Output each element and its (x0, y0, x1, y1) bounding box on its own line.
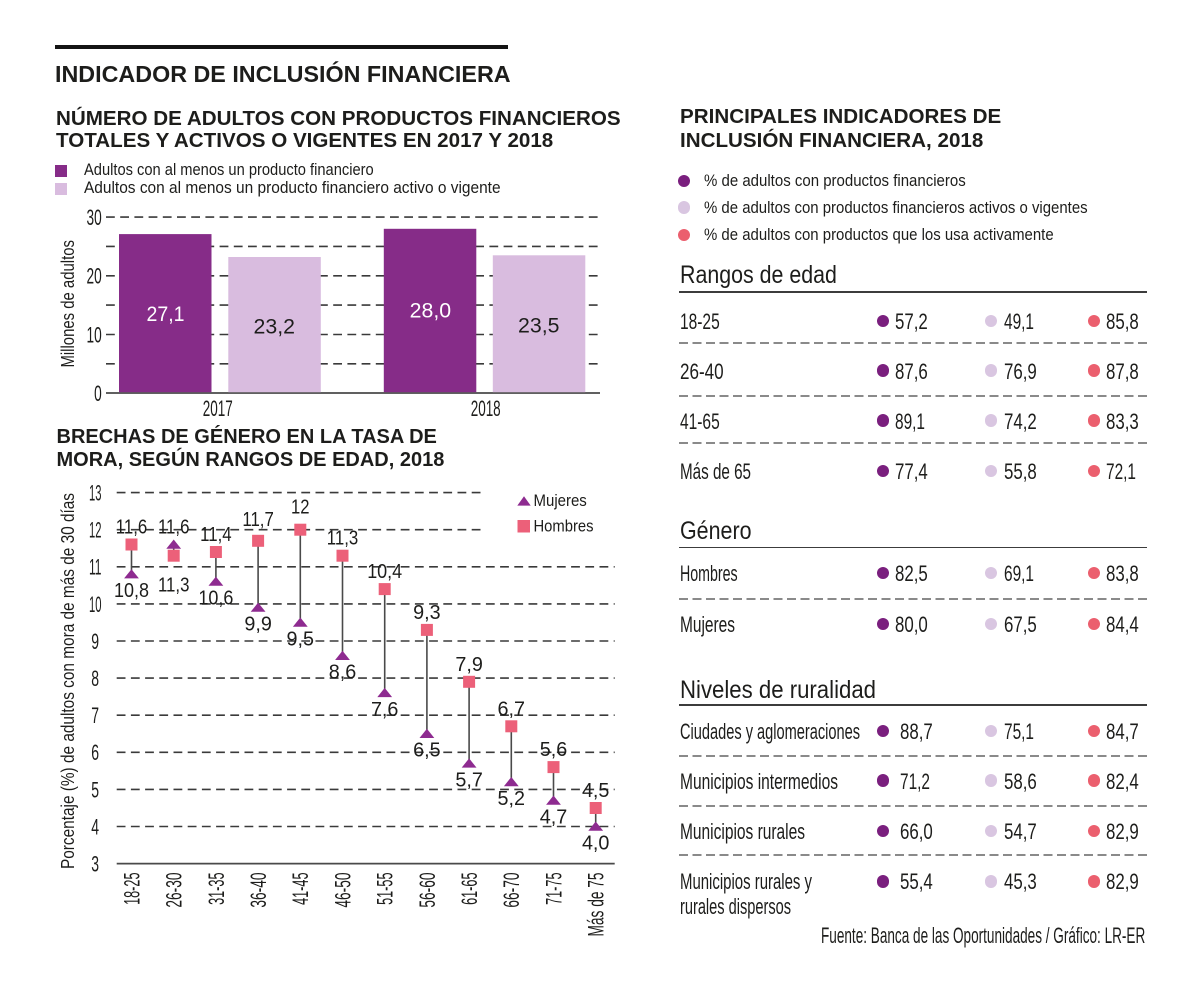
svg-text:5: 5 (91, 777, 99, 802)
svg-text:51-55: 51-55 (373, 873, 398, 905)
svg-text:27,1: 27,1 (147, 302, 185, 326)
svg-text:23,5: 23,5 (518, 313, 560, 337)
svg-text:11,7: 11,7 (242, 509, 274, 531)
svg-text:28,0: 28,0 (410, 298, 452, 322)
svg-text:71-75: 71-75 (541, 873, 566, 905)
svg-text:11,3: 11,3 (327, 528, 359, 550)
svg-text:2017: 2017 (203, 396, 233, 421)
svg-text:46-50: 46-50 (330, 873, 355, 908)
svg-text:4,5: 4,5 (582, 780, 610, 802)
svg-text:8,6: 8,6 (329, 662, 357, 684)
svg-text:12: 12 (291, 497, 310, 519)
svg-text:Millones de adultos: Millones de adultos (58, 240, 78, 368)
svg-text:18-25: 18-25 (119, 873, 144, 905)
svg-text:6: 6 (91, 740, 99, 765)
svg-text:7,9: 7,9 (455, 654, 483, 676)
svg-text:11,6: 11,6 (158, 517, 190, 539)
svg-text:9,3: 9,3 (413, 602, 441, 624)
svg-text:10: 10 (87, 322, 102, 347)
svg-text:5,7: 5,7 (455, 769, 483, 791)
svg-text:6,5: 6,5 (413, 740, 441, 762)
svg-text:11,3: 11,3 (158, 574, 190, 596)
svg-text:23,2: 23,2 (254, 315, 296, 339)
svg-text:7,6: 7,6 (371, 699, 399, 721)
svg-text:4: 4 (91, 814, 99, 839)
svg-text:6,7: 6,7 (498, 698, 526, 720)
svg-text:Hombres: Hombres (534, 518, 594, 536)
svg-text:Más de 75: Más de 75 (584, 873, 609, 937)
svg-text:10,6: 10,6 (198, 588, 233, 610)
svg-text:7: 7 (91, 703, 99, 728)
svg-text:31-35: 31-35 (204, 873, 229, 905)
svg-text:10,8: 10,8 (114, 580, 149, 602)
svg-text:26-30: 26-30 (162, 873, 187, 908)
svg-text:2018: 2018 (471, 396, 501, 421)
svg-text:0: 0 (94, 381, 102, 406)
svg-text:66-70: 66-70 (499, 873, 524, 908)
svg-text:30: 30 (87, 205, 102, 230)
svg-text:5,6: 5,6 (540, 739, 568, 761)
svg-text:4,7: 4,7 (540, 806, 568, 828)
svg-text:13: 13 (89, 481, 102, 506)
svg-text:11,6: 11,6 (116, 517, 148, 539)
svg-text:5,2: 5,2 (498, 788, 526, 810)
svg-text:9,5: 9,5 (287, 628, 315, 650)
svg-text:4,0: 4,0 (582, 832, 610, 854)
svg-text:8: 8 (91, 666, 99, 691)
svg-text:56-60: 56-60 (415, 873, 440, 908)
svg-text:20: 20 (87, 264, 102, 289)
svg-text:9: 9 (91, 629, 99, 654)
svg-text:11,4: 11,4 (200, 524, 232, 546)
svg-text:36-40: 36-40 (246, 873, 271, 908)
svg-text:12: 12 (89, 518, 102, 543)
svg-text:Porcentaje (%) de adultos con: Porcentaje (%) de adultos con mora de má… (58, 493, 78, 869)
svg-text:10,4: 10,4 (367, 561, 402, 583)
svg-text:3: 3 (91, 852, 99, 877)
svg-text:11: 11 (89, 555, 102, 580)
svg-text:10: 10 (89, 592, 102, 617)
svg-text:41-45: 41-45 (288, 873, 313, 905)
svg-text:9,9: 9,9 (244, 614, 272, 636)
svg-text:61-65: 61-65 (457, 873, 482, 905)
svg-text:Mujeres: Mujeres (534, 492, 587, 510)
